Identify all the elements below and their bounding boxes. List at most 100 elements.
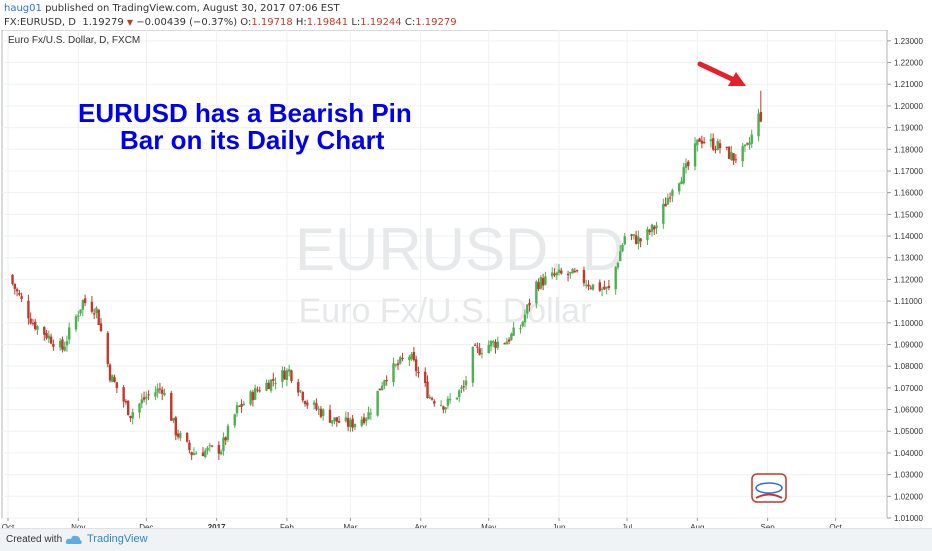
candle-body: [337, 420, 341, 423]
candle-body: [505, 341, 509, 345]
candle-body: [687, 161, 690, 167]
publish-info: haug01 published on TradingView.com, Aug…: [4, 3, 340, 14]
candle-body: [566, 273, 570, 276]
y-tick-label: 1.18000: [894, 145, 923, 154]
candle-body: [539, 277, 543, 289]
y-tick-label: 1.14000: [894, 232, 923, 241]
x-tick-label: 2017: [208, 523, 226, 528]
high-value: 1.19841: [306, 17, 349, 28]
y-tick-label: 1.11000: [894, 297, 923, 306]
candle-body: [573, 270, 577, 272]
candle-body: [410, 354, 413, 359]
price-chart[interactable]: EURUSD, D Euro Fx/U.S. Dollar Euro Fx/U.…: [0, 30, 932, 528]
candle-body: [111, 375, 114, 383]
candle-body: [11, 274, 14, 284]
grid-lines: [2, 30, 887, 519]
candle-body: [140, 399, 143, 404]
tradingview-brand-link[interactable]: TradingView: [87, 533, 148, 545]
candle-body: [716, 141, 719, 150]
y-tick-label: 1.23000: [894, 37, 923, 46]
candle-body: [317, 408, 320, 410]
candle-body: [399, 357, 402, 364]
candle-body: [591, 284, 595, 290]
candle-body: [27, 300, 30, 319]
candle-body: [362, 417, 366, 424]
candle-body: [351, 418, 354, 428]
candle-body: [113, 377, 116, 382]
pane-label: Euro Fx/U.S. Dollar, D, FXCM: [8, 35, 140, 46]
candle-body: [158, 388, 162, 390]
candle-body: [249, 391, 252, 405]
candle-body: [582, 270, 586, 284]
candle-body: [306, 402, 309, 406]
candle-body: [190, 452, 193, 456]
candle-body: [206, 447, 209, 451]
candle-body: [240, 404, 243, 407]
x-tick-label: Mar: [344, 523, 358, 528]
candle-body: [97, 309, 100, 325]
candle-body: [331, 420, 334, 424]
candle-body: [131, 412, 134, 419]
candle-body: [297, 381, 300, 393]
candle-body: [156, 388, 159, 393]
candle-body: [712, 138, 715, 150]
y-tick-label: 1.12000: [894, 275, 923, 284]
candle-body: [476, 346, 479, 348]
candle-body: [20, 296, 23, 299]
chart-header: haug01 published on TradingView.com, Aug…: [0, 0, 932, 30]
candle-body: [269, 379, 273, 391]
candle-body: [383, 380, 386, 386]
candle-body: [378, 388, 382, 391]
candle-body: [743, 144, 747, 147]
candle-body: [126, 400, 130, 416]
candle-body: [238, 405, 241, 407]
candle-body: [700, 140, 704, 144]
candle-body: [544, 276, 547, 285]
y-tick-label: 1.07000: [894, 384, 923, 393]
price-axis[interactable]: 1.23000 1.22000 1.21000 1.20000 1.19000 1.180…: [887, 37, 923, 523]
candle-body: [684, 163, 688, 168]
candle-body: [521, 321, 524, 327]
candle-body: [408, 356, 411, 361]
candle-body: [251, 392, 255, 401]
candle-body: [265, 382, 268, 391]
x-tick-label: Oct: [829, 523, 842, 528]
candle-body: [750, 134, 753, 144]
candle-body: [759, 112, 763, 122]
candle-body: [34, 321, 37, 330]
candle-body: [510, 333, 513, 340]
author-link[interactable]: haug01: [4, 3, 42, 14]
plot-area: [1, 30, 888, 519]
candle-body: [365, 418, 368, 422]
x-tick-label: Apr: [414, 523, 427, 528]
watermark-symbol: EURUSD, D: [295, 216, 625, 283]
candle-body: [442, 406, 445, 410]
candle-body: [693, 143, 697, 167]
candle-body: [256, 389, 259, 391]
candle-body: [233, 414, 236, 426]
published-text: published on TradingView.com, August 30,…: [45, 3, 340, 14]
candle-body: [299, 390, 302, 392]
candle-body: [401, 358, 404, 360]
candle-body: [235, 405, 239, 414]
candle-body: [603, 286, 606, 290]
candle-body: [170, 392, 173, 421]
candle-body: [598, 282, 602, 291]
y-tick-label: 1.21000: [894, 80, 923, 89]
candle-body: [138, 403, 141, 413]
symbol-label: FX:EURUSD, D: [4, 17, 76, 28]
candle-body: [224, 437, 227, 441]
candle-body: [489, 340, 493, 347]
close-label: C:: [404, 17, 416, 28]
candle-body: [192, 453, 196, 455]
candle-body: [478, 348, 481, 355]
candle-body: [587, 284, 590, 287]
candle-body: [537, 282, 540, 289]
candle-body: [360, 419, 363, 426]
candle-body: [81, 299, 85, 310]
candle-body: [63, 346, 66, 351]
candle-body: [426, 381, 429, 398]
candle-body: [319, 408, 323, 417]
candle-body: [83, 298, 87, 304]
time-axis[interactable]: Oct Nov Dec 2017 Feb Mar Apr May Jun Jul Aug Sep Oct: [2, 518, 843, 528]
